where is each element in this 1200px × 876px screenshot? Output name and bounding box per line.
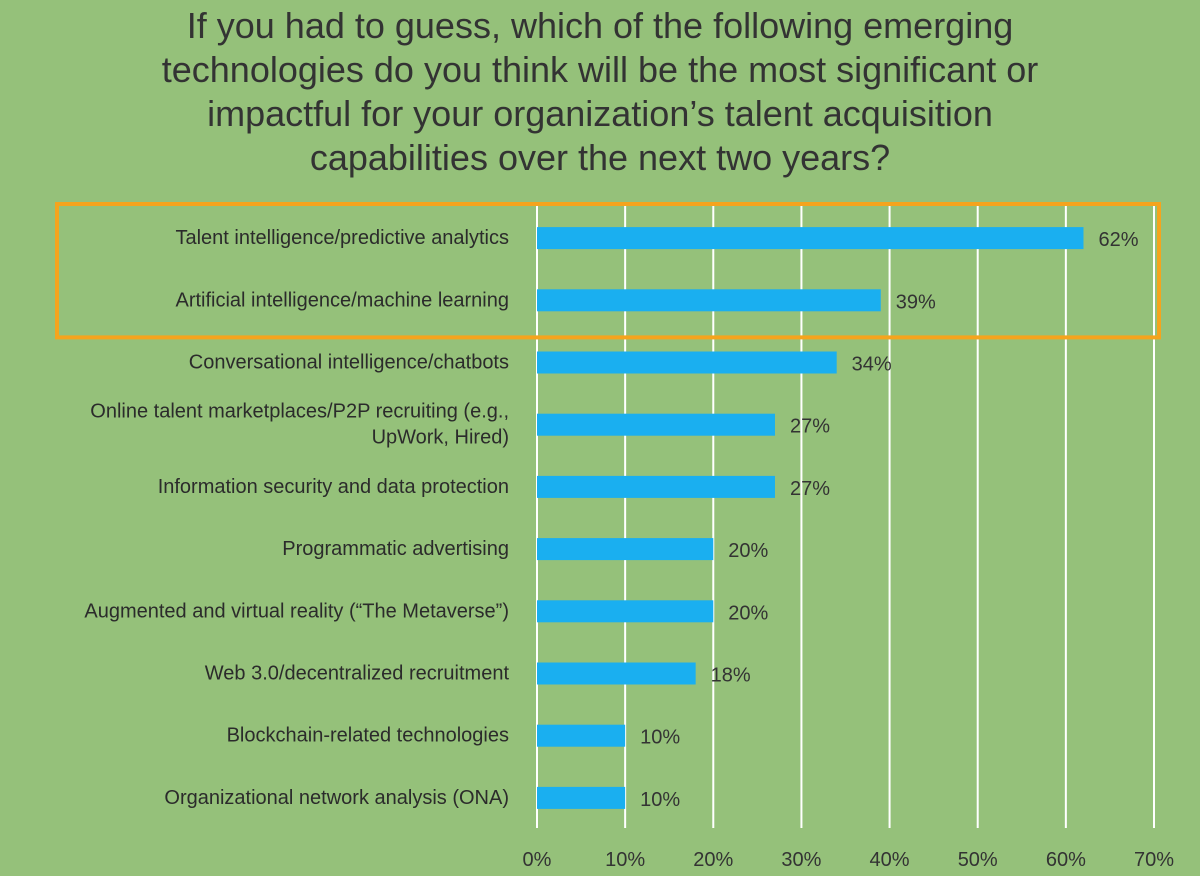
bar [537,413,775,436]
category-label: Programmatic advertising [282,538,509,560]
x-tick-label: 70% [1134,849,1174,871]
highlight-group [55,202,1161,340]
title-line-3: impactful for your organization’s talent… [207,93,993,134]
data-label: 34% [852,354,892,376]
bar [537,662,696,685]
x-tick-label: 50% [958,849,998,871]
bar [537,600,714,623]
data-label: 20% [728,540,768,562]
data-label: 18% [711,665,751,687]
bar [537,538,714,561]
data-label: 20% [728,602,768,624]
category-label: Augmented and virtual reality (“The Meta… [84,600,509,622]
category-label: Organizational network analysis (ONA) [164,787,509,809]
title-line-1: If you had to guess, which of the follow… [186,5,1014,46]
bar [537,475,775,498]
bar [537,724,626,747]
category-label: UpWork, Hired) [372,427,509,449]
category-label: Information security and data protection [158,476,509,498]
data-label: 10% [640,789,680,811]
bar [537,227,1084,250]
x-tick-label: 20% [693,849,733,871]
highlight-box [55,202,1161,340]
bar [537,786,626,809]
x-tick-label: 30% [781,849,821,871]
category-label: Conversational intelligence/chatbots [189,352,509,374]
x-tick-label: 40% [870,849,910,871]
category-label: Web 3.0/decentralized recruitment [205,663,510,685]
chart-title: If you had to guess, which of the follow… [100,4,1100,180]
category-label: Online talent marketplaces/P2P recruitin… [90,401,509,423]
title-line-4: capabilities over the next two years? [309,137,891,178]
x-tick-label: 60% [1046,849,1086,871]
data-label: 10% [640,727,680,749]
category-label: Talent intelligence/predictive analytics [175,227,509,249]
data-label: 39% [896,291,936,313]
title-line-2: technologies do you think will be the mo… [161,49,1039,90]
data-label: 27% [790,416,830,438]
data-label: 62% [1098,229,1138,251]
data-label: 27% [790,478,830,500]
labels: 0% 10% 20% 30% 40% 50% 60% 70% Talent intelligen… [84,227,1174,871]
category-label: Artificial intelligence/machine learning [175,289,509,311]
bars [537,227,1084,809]
x-tick-label: 0% [523,849,552,871]
bar [537,351,837,374]
bar [537,289,881,312]
x-tick-label: 10% [605,849,645,871]
category-label: Blockchain-related technologies [227,725,509,747]
